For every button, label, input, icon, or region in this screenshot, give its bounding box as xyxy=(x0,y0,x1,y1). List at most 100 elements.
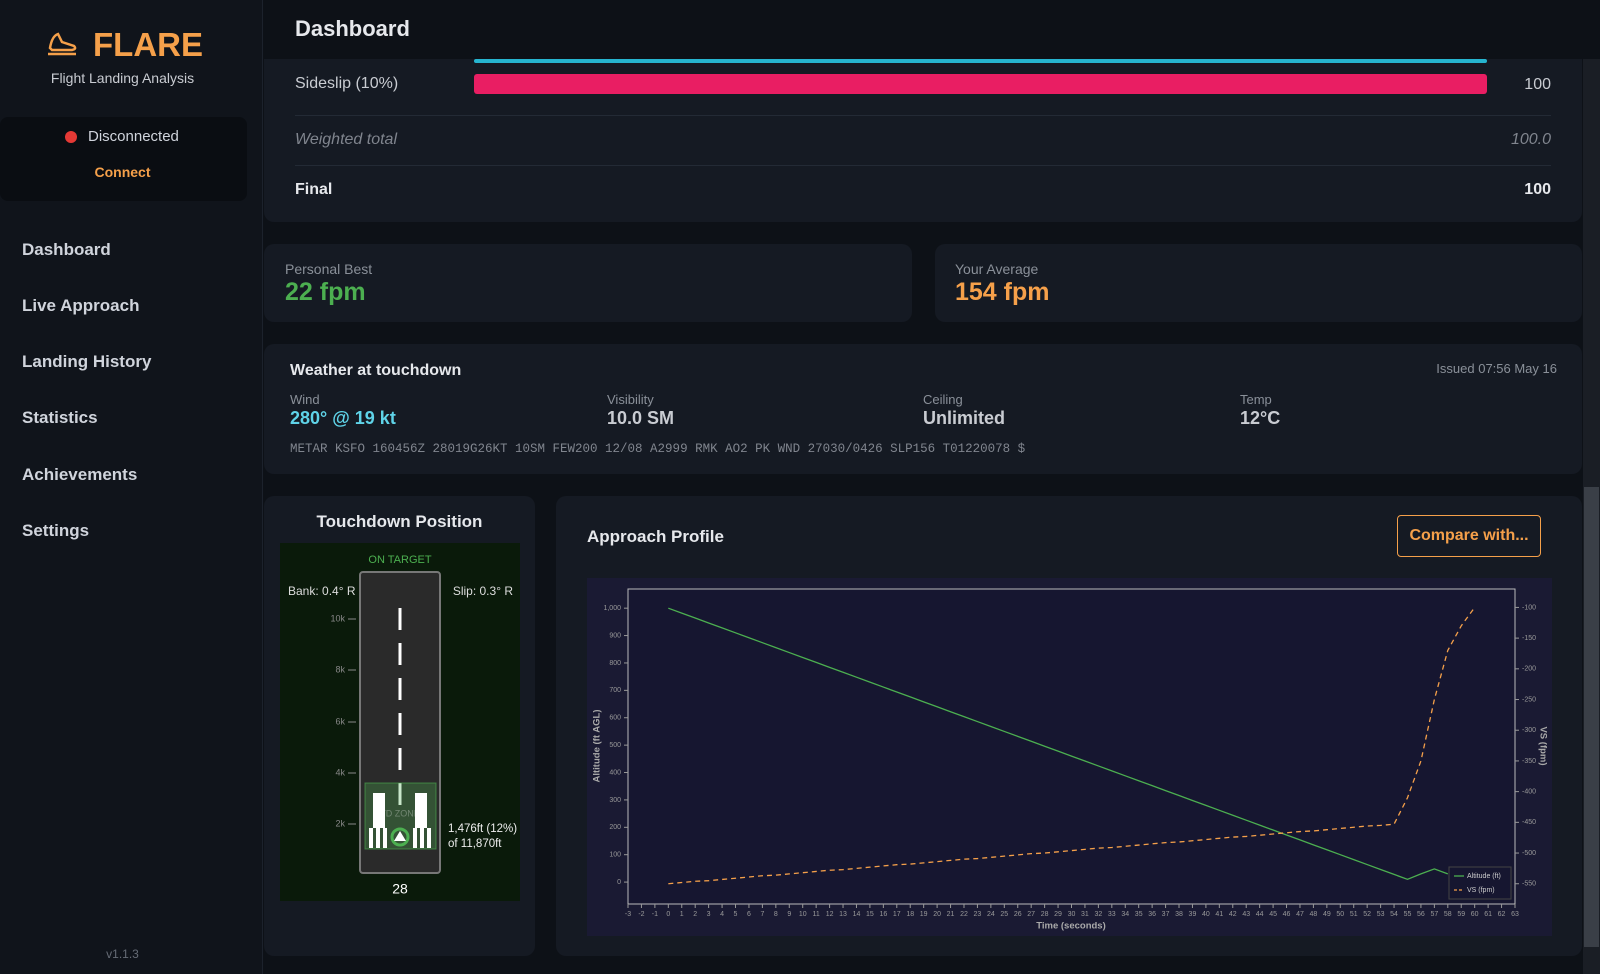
y-tick-label: 300 xyxy=(609,797,621,804)
x-tick-label: 7 xyxy=(760,911,764,918)
x-tick-label: 56 xyxy=(1417,911,1425,918)
nav-item[interactable]: Dashboard xyxy=(22,240,111,259)
weather-value: 280° @ 19 kt xyxy=(290,408,396,428)
x-tick-label: 37 xyxy=(1162,911,1170,918)
slip: Slip: 0.3° R xyxy=(453,584,513,598)
score-value: 100 xyxy=(1524,76,1551,93)
y-tick-label: 700 xyxy=(609,687,621,694)
scale-label: 6k xyxy=(335,716,345,726)
y-tick-label: 1,000 xyxy=(603,605,621,612)
x-tick-label: 33 xyxy=(1108,911,1116,918)
connect-button[interactable]: Connect xyxy=(94,164,151,180)
x-tick-label: 0 xyxy=(666,911,670,918)
stat-value: 22 fpm xyxy=(285,278,366,306)
x-tick-label: 44 xyxy=(1256,911,1264,918)
x-tick-label: 10 xyxy=(799,911,807,918)
x-tick-label: -3 xyxy=(625,911,631,918)
touchdown-title: Touchdown Position xyxy=(316,512,483,531)
x-tick-label: 8 xyxy=(774,911,778,918)
x-tick-label: 45 xyxy=(1269,911,1277,918)
legend-box xyxy=(1448,866,1512,900)
header xyxy=(264,0,1582,59)
x-tick-label: 9 xyxy=(787,911,791,918)
x-tick-label: 14 xyxy=(853,911,861,918)
x-tick-label: 15 xyxy=(866,911,874,918)
x-tick-label: 2 xyxy=(693,911,697,918)
x-tick-label: 13 xyxy=(839,911,847,918)
scrollbar-thumb[interactable] xyxy=(1584,487,1599,947)
x-tick-label: 50 xyxy=(1336,911,1344,918)
x-tick-label: 54 xyxy=(1390,911,1398,918)
distance-of: of 11,870ft xyxy=(448,838,502,850)
y2-tick-label: -350 xyxy=(1522,758,1536,765)
y2-tick-label: -150 xyxy=(1522,635,1536,642)
stat-label: Your Average xyxy=(955,261,1039,277)
score-bar-clipped xyxy=(474,59,1487,63)
y-tick-label: 800 xyxy=(609,660,621,667)
y-tick-label: 100 xyxy=(609,852,621,859)
y2-tick-label: -100 xyxy=(1522,604,1536,611)
logo-icon xyxy=(48,32,77,56)
weighted-label: Weighted total xyxy=(295,131,397,148)
x-tick-label: 1 xyxy=(680,911,684,918)
y2-axis-title: VS (fpm) xyxy=(1537,726,1548,765)
x-tick-label: 48 xyxy=(1310,911,1318,918)
weather-label: Visibility xyxy=(607,392,654,407)
y2-tick-label: -250 xyxy=(1522,696,1536,703)
x-tick-label: 63 xyxy=(1511,911,1519,918)
y-tick-label: 600 xyxy=(609,715,621,722)
final-value: 100 xyxy=(1524,181,1551,198)
x-tick-label: 3 xyxy=(707,911,711,918)
x-tick-label: 28 xyxy=(1041,911,1049,918)
y2-tick-label: -550 xyxy=(1522,881,1536,888)
nav-item[interactable]: Achievements xyxy=(22,465,138,484)
x-tick-label: 34 xyxy=(1121,911,1129,918)
x-tick-label: 40 xyxy=(1202,911,1210,918)
x-tick-label: 46 xyxy=(1283,911,1291,918)
status-label: ON TARGET xyxy=(368,554,431,566)
nav-item[interactable]: Statistics xyxy=(22,408,98,427)
x-tick-label: 30 xyxy=(1068,911,1076,918)
series-line xyxy=(668,607,1449,881)
nav-item[interactable]: Settings xyxy=(22,521,90,540)
touchdown-marker xyxy=(390,827,410,847)
y-axis-title: Altitude (ft AGL) xyxy=(592,710,603,783)
scale-label: 10k xyxy=(330,613,345,623)
scale-label: 8k xyxy=(335,664,345,674)
nav-item[interactable]: Landing History xyxy=(22,352,152,371)
page-title: Dashboard xyxy=(295,16,410,41)
metar: METAR KSFO 160456Z 28019G26KT 10SM FEW20… xyxy=(290,442,1026,456)
x-tick-label: 4 xyxy=(720,911,724,918)
x-tick-label: 60 xyxy=(1471,911,1479,918)
x-tick-label: 32 xyxy=(1094,911,1102,918)
weather-label: Wind xyxy=(290,392,320,407)
logo: FLARE xyxy=(93,26,203,63)
x-tick-label: 61 xyxy=(1484,911,1492,918)
x-tick-label: 52 xyxy=(1363,911,1371,918)
runway-diagram: 10k 8k 6k 4k 2k ON TARGET Bank: 0.4° R Slip:… xyxy=(280,543,520,901)
weighted-value: 100.0 xyxy=(1510,131,1551,148)
x-tick-label: 58 xyxy=(1444,911,1452,918)
x-tick-label: 35 xyxy=(1135,911,1143,918)
x-tick-label: 5 xyxy=(734,911,738,918)
aircraft xyxy=(394,831,406,841)
zone-label: TD ZONE xyxy=(380,808,420,818)
y2-tick-label: -400 xyxy=(1522,788,1536,795)
score-bar xyxy=(474,74,1487,94)
plot-area xyxy=(627,588,1516,905)
nav-item[interactable]: Live Approach xyxy=(22,296,140,315)
stat-card xyxy=(264,244,912,322)
x-tick-label: 36 xyxy=(1148,911,1156,918)
status-dot xyxy=(65,131,77,143)
subtitle: Flight Landing Analysis xyxy=(50,70,195,86)
stat-card xyxy=(935,244,1582,322)
x-tick-label: 26 xyxy=(1014,911,1022,918)
x-tick-label: 6 xyxy=(747,911,751,918)
weather-value: Unlimited xyxy=(923,408,1006,428)
y-tick-label: 400 xyxy=(609,769,621,776)
scale-ticks xyxy=(348,618,356,825)
x-tick-label: 53 xyxy=(1377,911,1385,918)
compare-button[interactable]: Compare with... xyxy=(1397,515,1541,557)
x-tick-label: 59 xyxy=(1457,911,1465,918)
